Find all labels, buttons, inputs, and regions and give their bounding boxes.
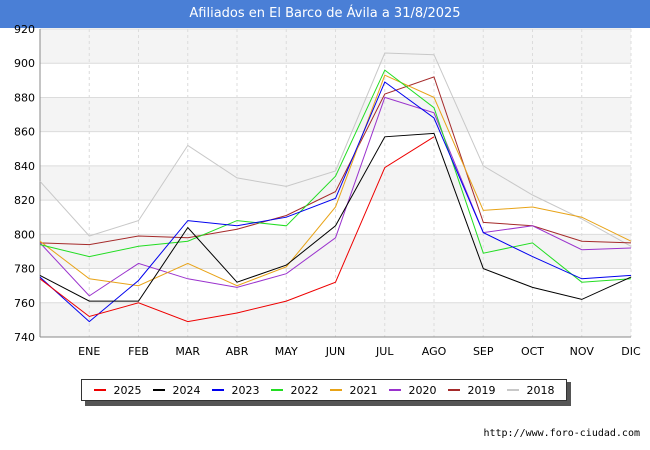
plot-band (40, 29, 631, 64)
legend-swatch (152, 389, 165, 391)
source-url: http://www.foro-ciudad.com (483, 428, 640, 439)
series-line-2020 (39, 96, 632, 297)
legend-swatch (93, 389, 106, 391)
y-tick-label: 740 (14, 331, 35, 344)
legend-swatch (506, 389, 519, 391)
y-tick-label: 920 (14, 23, 35, 36)
x-tick-label: ENE (78, 345, 100, 358)
legend-swatch (388, 389, 401, 391)
series-line-2021 (39, 74, 632, 287)
legend-label: 2022 (290, 383, 319, 397)
legend-item-2025: 2025 (93, 383, 142, 397)
y-tick-label: 780 (14, 263, 35, 276)
legend-swatch (447, 389, 460, 391)
series-line-2025 (39, 136, 435, 323)
x-tick-label: FEB (128, 345, 149, 358)
legend-item-2019: 2019 (447, 383, 496, 397)
y-tick-label: 760 (14, 297, 35, 310)
y-tick-label: 900 (14, 57, 35, 70)
x-tick-label: SEP (473, 345, 494, 358)
series-line-2024 (39, 132, 632, 302)
x-tick-label: JUN (325, 345, 346, 358)
y-tick-label: 820 (14, 194, 35, 207)
legend: 2025 2024 2023 2022 2021 2020 2019 2018 (81, 379, 567, 401)
x-tick-label: JUL (375, 345, 394, 358)
x-tick-label: OCT (521, 345, 544, 358)
legend-item-2023: 2023 (211, 383, 260, 397)
legend-label: 2023 (231, 383, 260, 397)
legend-label: 2024 (172, 383, 201, 397)
legend-item-2022: 2022 (270, 383, 319, 397)
plot-band (40, 165, 631, 201)
legend-item-2020: 2020 (388, 383, 437, 397)
legend-label: 2025 (113, 383, 142, 397)
legend-item-2024: 2024 (152, 383, 201, 397)
legend-item-2021: 2021 (329, 383, 378, 397)
legend-swatch (270, 389, 283, 391)
series-line-2018 (39, 52, 632, 247)
series-line-2023 (39, 81, 632, 323)
x-tick-label: MAR (175, 345, 200, 358)
plot-band (40, 63, 631, 98)
chart-title: Afiliados en El Barco de Ávila a 31/8/20… (189, 6, 461, 21)
legend-swatch (211, 389, 224, 391)
legend-label: 2018 (526, 383, 555, 397)
legend-label: 2020 (408, 383, 437, 397)
x-tick-label: ABR (226, 345, 249, 358)
y-tick-label: 860 (14, 126, 35, 139)
plot-band (40, 268, 631, 303)
y-tick-label: 840 (14, 160, 35, 173)
legend-item-2018: 2018 (506, 383, 555, 397)
legend-swatch (329, 389, 342, 391)
series-line-2022 (39, 69, 632, 283)
legend-label: 2019 (467, 383, 496, 397)
x-tick-label: AGO (422, 345, 447, 358)
y-tick-label: 800 (14, 228, 35, 241)
legend-label: 2021 (349, 383, 378, 397)
plot-band (40, 131, 631, 166)
x-tick-label: DIC (621, 345, 641, 358)
x-tick-label: NOV (570, 345, 595, 358)
y-tick-label: 880 (14, 91, 35, 104)
title-bar (0, 0, 650, 28)
x-tick-label: MAY (275, 345, 298, 358)
